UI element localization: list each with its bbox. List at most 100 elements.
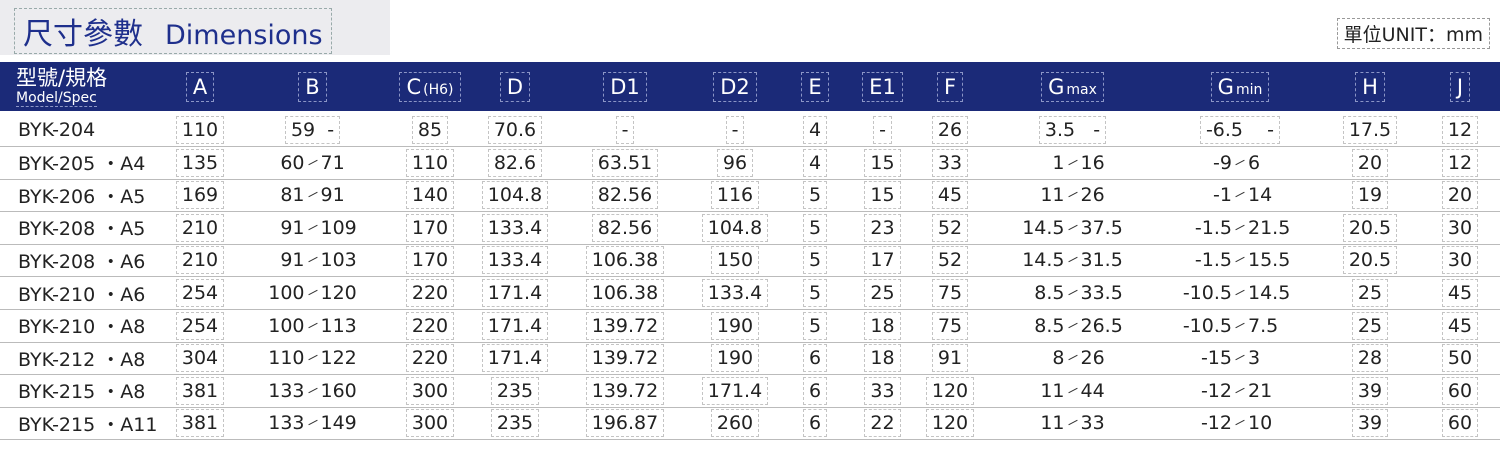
- table-cell: 39: [1320, 407, 1420, 439]
- header-main: D: [506, 74, 524, 99]
- table-cell: 254: [165, 310, 235, 342]
- table-cell: -10.5 7.5: [1160, 310, 1320, 342]
- range-max: 120: [320, 282, 357, 304]
- value: 85: [411, 116, 449, 144]
- header-sub: Model/Spec: [16, 90, 97, 107]
- table-row: BYK-204 110 59 - 85 70.6 - - 4 - 26 3.5 - -6.5 - 17.…: [0, 114, 1500, 147]
- table-cell: -10.5 14.5: [1160, 277, 1320, 309]
- range-sep: [1065, 188, 1081, 202]
- table-cell: -: [850, 114, 915, 146]
- value: 5: [802, 311, 828, 340]
- table-cell: 116: [690, 179, 780, 211]
- range-sep: [305, 351, 321, 365]
- table-cell: 260: [690, 407, 780, 439]
- table-cell: BYK-205 ・A4: [0, 147, 165, 179]
- table-row: BYK-205 ・A4 135 60 71 110 82.6 63.51 96 4 15 33 1 16…: [0, 147, 1500, 180]
- table-cell: -15 3: [1160, 342, 1320, 374]
- range-max: 113: [320, 314, 357, 337]
- table-cell: 235: [470, 407, 560, 439]
- header-cell: D1: [560, 62, 690, 111]
- table-cell: 133 160: [235, 375, 390, 407]
- table-cell: BYK-212 ・A8: [0, 342, 165, 374]
- range-sep: [1065, 221, 1081, 235]
- table-row: BYK-208 ・A5 210 91 109 170 133.4 82.56 104.8 5 23…: [0, 212, 1500, 245]
- range: 11 33: [985, 412, 1160, 434]
- table-cell: 11 33: [985, 407, 1160, 439]
- header-label: E1: [862, 71, 903, 102]
- value: 6: [802, 409, 828, 438]
- value: 25: [1351, 311, 1389, 340]
- table-cell: 171.4: [470, 310, 560, 342]
- table-cell: 20: [1420, 179, 1500, 211]
- range-sep: [305, 416, 321, 430]
- value: 170: [405, 246, 455, 275]
- range: 11 44: [985, 380, 1160, 402]
- table-cell: 4: [780, 114, 850, 146]
- value: -: [873, 116, 892, 144]
- value: 300: [405, 376, 455, 405]
- range: -1 14: [1160, 184, 1320, 206]
- header-label: D: [499, 71, 531, 102]
- range-min: 11: [1040, 379, 1065, 402]
- table-cell: 220: [390, 342, 470, 374]
- table-cell: 30: [1420, 212, 1500, 244]
- table-cell: 20: [1320, 147, 1420, 179]
- value: 26: [931, 116, 969, 144]
- value: 220: [405, 279, 455, 307]
- table-cell: 17.5: [1320, 114, 1420, 146]
- range-max: 31.5: [1080, 249, 1123, 272]
- table-cell: 381: [165, 375, 235, 407]
- range-sep: [1232, 188, 1248, 202]
- value: 381: [175, 376, 225, 405]
- range: 81 91: [235, 184, 390, 206]
- table-row: BYK-208 ・A6 210 91 103 170 133.4 106.38 150 5 17 5…: [0, 244, 1500, 278]
- table-cell: 60: [1420, 407, 1500, 439]
- header-cell: F: [915, 62, 985, 111]
- table-row: BYK-206 ・A5 169 81 91 140 104.8 82.56 116 5 15 45 1…: [0, 179, 1500, 213]
- range-sep: [1065, 384, 1081, 398]
- range-min: 110: [268, 347, 305, 370]
- value: 15: [864, 148, 901, 177]
- range: 100 113: [235, 315, 390, 337]
- value: 133.4: [481, 213, 549, 242]
- table-cell: 190: [690, 342, 780, 374]
- value: 17: [864, 246, 901, 275]
- range-sep: [305, 188, 321, 202]
- table-cell: 11 26: [985, 179, 1160, 211]
- value: 300: [405, 409, 455, 438]
- range-max: 7.5: [1248, 314, 1279, 337]
- range-sep: [1232, 156, 1248, 170]
- model: BYK-206 ・A5: [18, 185, 146, 208]
- table-row: BYK-215 ・A8 381 133 160 300 235 139.72 171.4 6 33…: [0, 375, 1500, 408]
- range: 100 120: [235, 282, 390, 304]
- table-cell: 75: [915, 277, 985, 309]
- value: 18: [864, 344, 901, 373]
- table-cell: 70.6: [470, 114, 560, 146]
- table-cell: BYK-215 ・A11: [0, 407, 165, 439]
- table-cell: 106.38: [560, 277, 690, 309]
- range-max: 122: [320, 347, 357, 370]
- table-cell: BYK-210 ・A6: [0, 277, 165, 309]
- value: 196.87: [585, 409, 665, 438]
- table-cell: 139.72: [560, 342, 690, 374]
- table-cell: 110: [390, 147, 470, 179]
- header-label: D1: [603, 71, 647, 102]
- table-cell: 17: [850, 244, 915, 276]
- range-sep: [305, 221, 321, 235]
- table-cell: 23: [850, 212, 915, 244]
- title-zh: 尺寸參數: [23, 17, 143, 52]
- table-cell: 110 122: [235, 342, 390, 374]
- value: 50: [1441, 344, 1479, 373]
- value: 20.5: [1342, 246, 1398, 275]
- value: 104.8: [701, 213, 769, 242]
- range-min: 60: [280, 151, 305, 174]
- value: 210: [175, 213, 225, 242]
- range-min: -10.5: [1182, 282, 1232, 304]
- range-min: 11: [1040, 412, 1065, 435]
- range-min: 91: [280, 216, 305, 239]
- range-min: 100: [268, 282, 305, 304]
- header-cell: J: [1420, 62, 1500, 111]
- value: 120: [925, 376, 975, 405]
- value: 82.6: [487, 148, 543, 177]
- table-cell: 210: [165, 244, 235, 276]
